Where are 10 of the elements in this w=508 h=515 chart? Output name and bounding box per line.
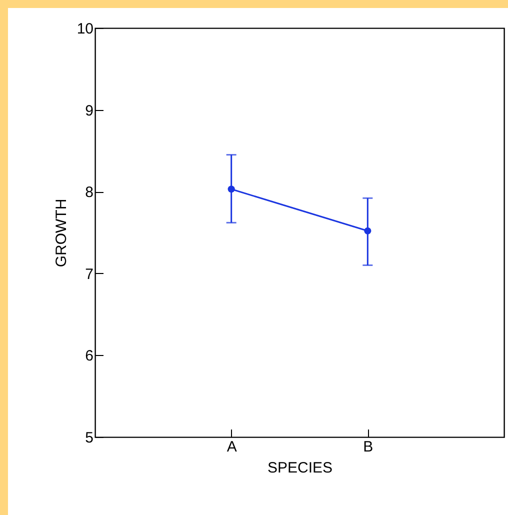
y-axis-title: GROWTH — [52, 198, 70, 268]
x-tick-label: B — [363, 438, 374, 456]
y-tick-label: 10 — [76, 20, 94, 38]
y-tick-label: 6 — [85, 348, 94, 365]
y-tick-label: 9 — [85, 102, 94, 120]
y-tick-label: 5 — [85, 430, 94, 446]
x-axis-title: SPECIES — [267, 460, 333, 476]
x-tick-label: A — [226, 438, 237, 456]
y-tick-label: 7 — [85, 266, 94, 283]
y-tick-label: 8 — [85, 184, 94, 202]
